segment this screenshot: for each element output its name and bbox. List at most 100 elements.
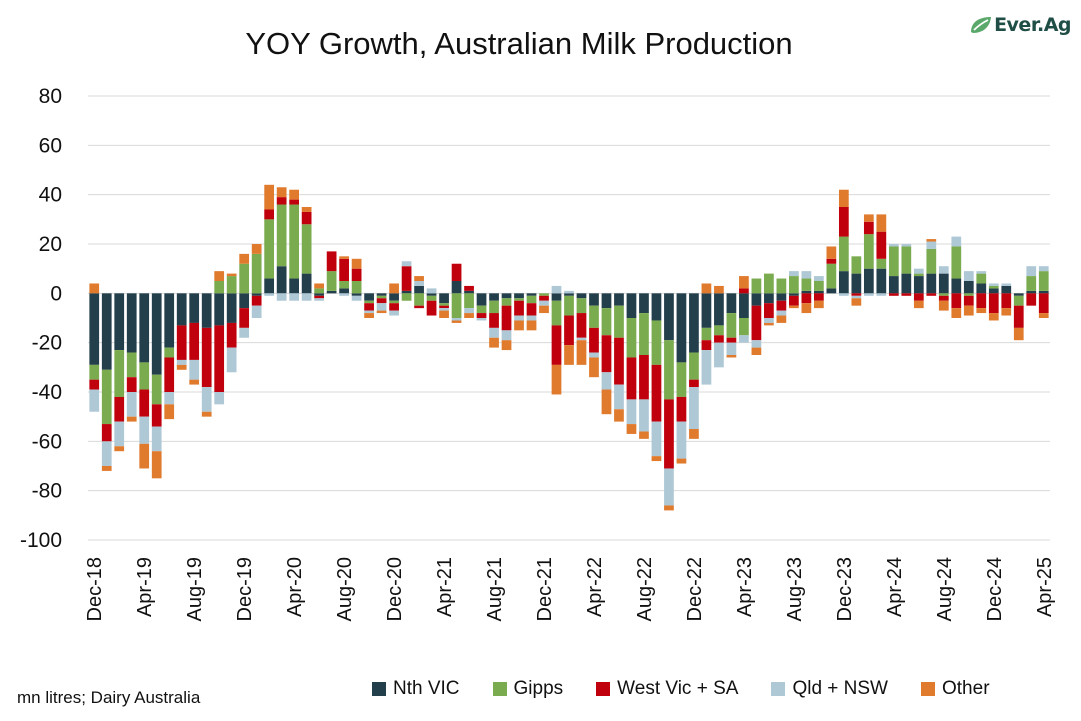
bar-segment-west-vic-sa bbox=[551, 325, 562, 365]
x-tick-label: Apr-22 bbox=[584, 557, 606, 617]
bar-segment-nth-vic bbox=[89, 293, 100, 365]
x-tick-label: Apr-19 bbox=[134, 557, 156, 617]
bar-segment-qld-nsw bbox=[364, 310, 374, 314]
bar-segment-west-vic-sa bbox=[501, 305, 512, 331]
bar-segment-gipps bbox=[101, 369, 112, 425]
bar-segment-qld-nsw bbox=[114, 421, 125, 447]
bar-segment-other bbox=[339, 256, 349, 259]
bar-segment-nth-vic bbox=[951, 278, 962, 294]
bar-segment-qld-nsw bbox=[539, 300, 549, 306]
bar-segment-qld-nsw bbox=[651, 421, 662, 457]
bar-segment-qld-nsw bbox=[951, 236, 962, 247]
bar-segment-nth-vic bbox=[614, 293, 624, 306]
bar-segment-other bbox=[239, 253, 250, 264]
bar-segment-qld-nsw bbox=[489, 327, 499, 338]
bar-segment-nth-vic bbox=[776, 293, 787, 301]
bar-segment-nth-vic bbox=[876, 268, 887, 294]
bar-segment-other bbox=[189, 379, 200, 385]
bar-segment-other bbox=[176, 364, 187, 370]
bar-segment-nth-vic bbox=[314, 293, 324, 296]
logo: Ever.Ag bbox=[968, 14, 1071, 36]
bar-segment-other bbox=[451, 320, 462, 323]
bar-segment-other bbox=[314, 283, 324, 289]
bar-segment-west-vic-sa bbox=[539, 295, 549, 301]
bar-segment-gipps bbox=[114, 350, 125, 397]
bar-segment-gipps bbox=[301, 224, 312, 274]
chart-title: YOY Growth, Australian Milk Production bbox=[245, 26, 793, 61]
bar-segment-other bbox=[826, 246, 837, 259]
bar-segment-gipps bbox=[901, 246, 912, 274]
bar-segment-qld-nsw bbox=[676, 421, 687, 459]
bar-segment-west-vic-sa bbox=[863, 221, 874, 235]
bar-segment-qld-nsw bbox=[664, 468, 674, 506]
bar-segment-qld-nsw bbox=[988, 283, 999, 286]
bar-segment-west-vic-sa bbox=[251, 295, 262, 306]
bar-segment-nth-vic bbox=[426, 293, 437, 296]
bar-segment-west-vic-sa bbox=[888, 293, 899, 296]
bar-segment-gipps bbox=[576, 298, 587, 314]
bar-segment-qld-nsw bbox=[214, 392, 225, 405]
bar-segment-qld-nsw bbox=[276, 293, 287, 301]
bar-segment-west-vic-sa bbox=[751, 305, 762, 341]
bar-segment-nth-vic bbox=[913, 276, 924, 294]
bar-segment-gipps bbox=[863, 234, 874, 269]
bar-segment-qld-nsw bbox=[789, 271, 799, 277]
bar-segment-gipps bbox=[464, 293, 474, 309]
bar-segment-gipps bbox=[938, 293, 949, 296]
bar-segment-west-vic-sa bbox=[514, 300, 524, 316]
bar-segment-other bbox=[564, 345, 574, 365]
bar-segment-west-vic-sa bbox=[326, 251, 337, 272]
bar-segment-nth-vic bbox=[389, 293, 399, 301]
bar-segment-other bbox=[963, 305, 974, 316]
bar-segment-west-vic-sa bbox=[626, 357, 637, 400]
bar-segment-other bbox=[139, 443, 150, 469]
logo-text: Ever.Ag bbox=[994, 14, 1071, 36]
bar-segment-west-vic-sa bbox=[739, 288, 749, 294]
y-tick-label: -100 bbox=[20, 529, 62, 552]
bar-segment-west-vic-sa bbox=[201, 327, 212, 388]
bar-segment-west-vic-sa bbox=[676, 396, 687, 422]
bar-segment-other bbox=[514, 320, 524, 331]
bar-segment-qld-nsw bbox=[426, 288, 437, 294]
bar-segment-qld-nsw bbox=[751, 340, 762, 348]
bar-segment-other bbox=[89, 283, 100, 294]
x-tick-label: Dec-18 bbox=[84, 557, 106, 621]
bar-segment-gipps bbox=[676, 362, 687, 397]
legend-swatch bbox=[596, 682, 611, 696]
bar-segment-other bbox=[976, 308, 987, 314]
bar-segment-other bbox=[289, 189, 300, 200]
bar-segment-nth-vic bbox=[451, 281, 462, 294]
bar-segment-nth-vic bbox=[589, 293, 599, 306]
bar-segment-nth-vic bbox=[101, 293, 112, 370]
bar-segment-west-vic-sa bbox=[1038, 293, 1049, 314]
bar-segment-west-vic-sa bbox=[651, 364, 662, 422]
bar-segment-nth-vic bbox=[564, 293, 574, 296]
bar-segment-nth-vic bbox=[689, 293, 699, 353]
bar-segment-west-vic-sa bbox=[789, 295, 799, 306]
bar-segment-gipps bbox=[451, 293, 462, 318]
bar-segment-qld-nsw bbox=[576, 337, 587, 341]
bar-segment-gipps bbox=[539, 293, 549, 296]
bar-segment-west-vic-sa bbox=[601, 335, 612, 373]
bar-segment-gipps bbox=[251, 253, 262, 294]
bar-segment-gipps bbox=[326, 271, 337, 291]
bar-segment-nth-vic bbox=[988, 288, 999, 294]
legend-swatch bbox=[492, 682, 507, 696]
bar-segment-gipps bbox=[1038, 271, 1049, 291]
bar-segment-west-vic-sa bbox=[988, 293, 999, 314]
bar-segment-qld-nsw bbox=[351, 295, 362, 301]
bar-segment-gipps bbox=[601, 308, 612, 336]
bar-segment-nth-vic bbox=[639, 293, 649, 314]
bar-segment-west-vic-sa bbox=[1001, 293, 1012, 309]
bar-segment-qld-nsw bbox=[176, 359, 187, 365]
bar-segment-gipps bbox=[801, 278, 812, 291]
bar-segment-gipps bbox=[89, 364, 100, 380]
y-tick-label: -20 bbox=[32, 332, 62, 355]
bar-segment-gipps bbox=[564, 295, 574, 316]
bar-segment-gipps bbox=[851, 256, 862, 274]
legend-label: Qld + NSW bbox=[792, 678, 888, 699]
bar-segment-gipps bbox=[489, 300, 499, 314]
bar-segment-other bbox=[589, 357, 599, 378]
x-tick-label: Aug-23 bbox=[784, 557, 806, 622]
bar-segment-nth-vic bbox=[339, 288, 349, 294]
